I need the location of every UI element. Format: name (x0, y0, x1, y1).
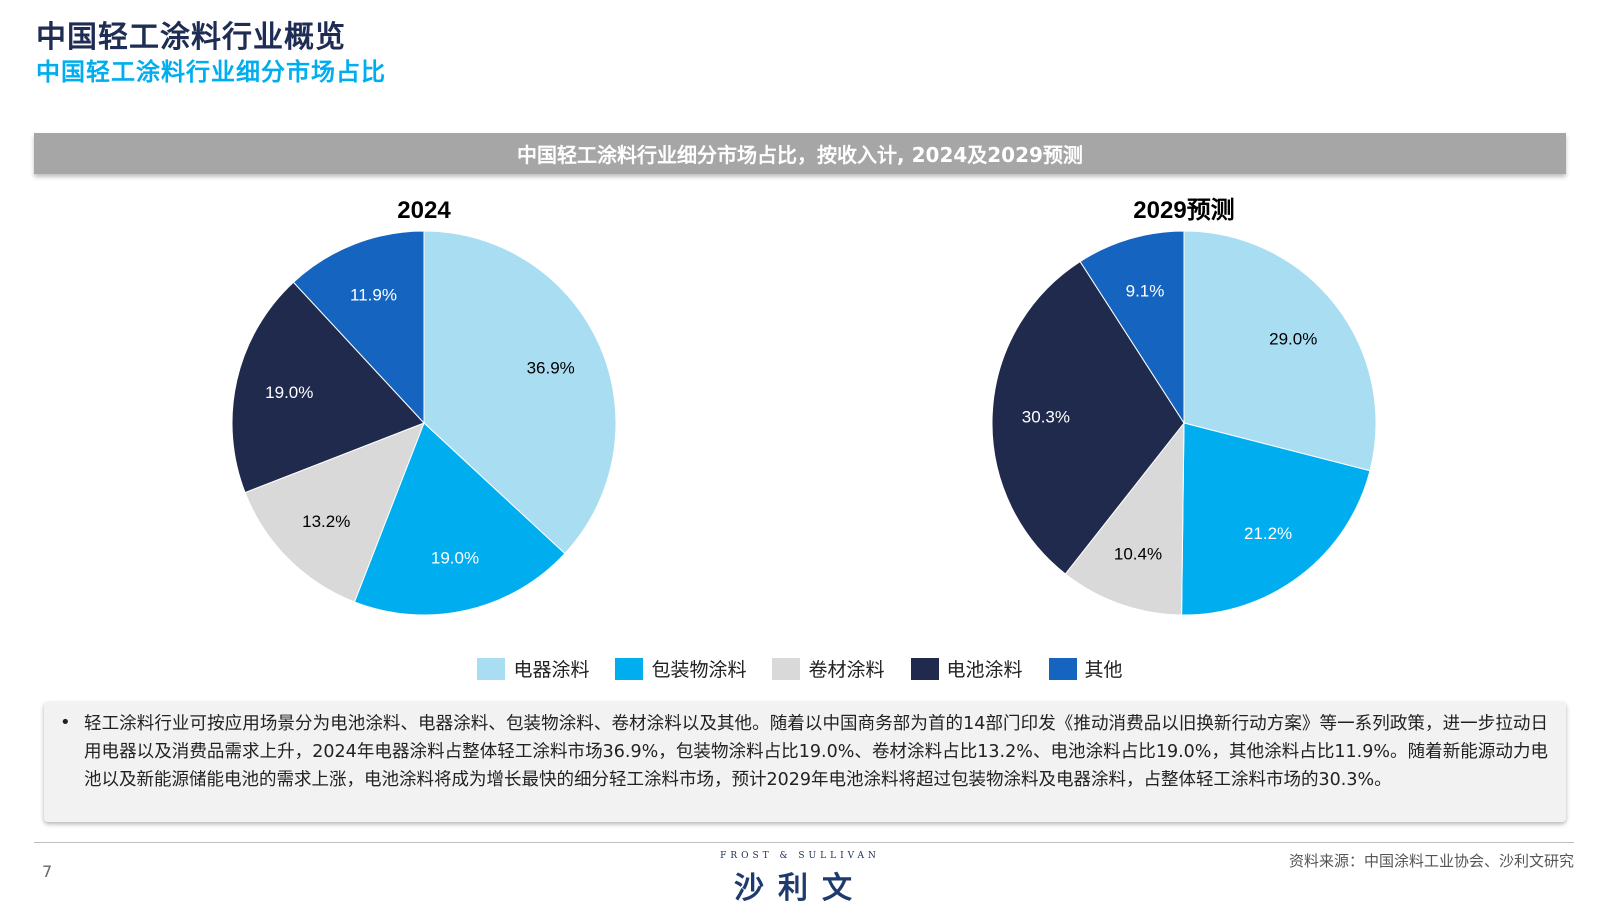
legend-item-battery: 电池涂料 (910, 655, 1023, 682)
pie-data-label: 29.0% (1269, 329, 1317, 348)
footer-divider (34, 842, 1574, 843)
pie-slice (244, 422, 425, 603)
pie-title: 2024 (397, 197, 451, 224)
pie-data-label: 9.1% (1126, 281, 1165, 300)
pie-slice (292, 230, 425, 425)
pie-slice (423, 230, 617, 555)
legend-item-appliance: 电器涂料 (477, 655, 589, 682)
pie-data-label: 19.0% (431, 549, 479, 568)
pie-slice (991, 260, 1185, 575)
source-note: 资料来源：中国涂料工业协会、沙利文研究 (1288, 852, 1574, 870)
pie-slice (1064, 421, 1185, 616)
summary-note: • 轻工涂料行业可按应用场景分为电池涂料、电器涂料、包装物涂料、卷材涂料以及其他… (44, 702, 1566, 822)
brand-logo-cn: 沙利文 (734, 871, 866, 906)
legend-item-coil: 卷材涂料 (772, 655, 885, 682)
pie-data-label: 13.2% (302, 512, 350, 531)
pie-slice (1183, 230, 1377, 472)
pie-data-label: 36.9% (527, 359, 575, 378)
pie-data-label: 21.2% (1244, 524, 1292, 543)
pie-data-label: 30.3% (1022, 407, 1070, 426)
legend-swatch (910, 657, 939, 680)
pie-slice (1079, 230, 1185, 425)
brand-logo-en: FROST & SULLIVAN (720, 851, 880, 861)
pie-data-label: 19.0% (265, 383, 313, 402)
pie-data-label: 11.9% (350, 285, 397, 304)
summary-text: 轻工涂料行业可按应用场景分为电池涂料、电器涂料、包装物涂料、卷材涂料以及其他。随… (84, 714, 1548, 790)
legend-label: 电器涂料 (513, 659, 590, 681)
chart-banner: 中国轻工涂料行业细分市场占比，按收入计, 2024及2029预测 (34, 133, 1566, 174)
legend-swatch (772, 657, 801, 680)
chart-legend: 电器涂料 包装物涂料 卷材涂料 电池涂料 其他 (0, 655, 1600, 682)
legend-label: 卷材涂料 (808, 659, 885, 681)
legend-label: 包装物涂料 (651, 659, 747, 681)
legend-item-packaging: 包装物涂料 (615, 655, 746, 682)
pie-data-label: 10.4% (1114, 544, 1162, 563)
legend-label: 其他 (1084, 659, 1123, 681)
legend-label: 电池涂料 (946, 659, 1023, 681)
page-title: 中国轻工涂料行业概览 (36, 20, 346, 55)
brand-logo: FROST & SULLIVAN 沙利文 (720, 851, 880, 907)
pie-slice (353, 422, 566, 616)
pie-slice (231, 281, 425, 494)
legend-item-other: 其他 (1048, 655, 1123, 682)
pie-slice (1181, 422, 1371, 616)
pie-title: 2029预测 (1133, 197, 1234, 224)
legend-swatch (1048, 657, 1077, 680)
chart-banner-text: 中国轻工涂料行业细分市场占比，按收入计, 2024及2029预测 (517, 143, 1083, 167)
bullet-icon: • (60, 712, 71, 733)
page-number: 7 (42, 862, 53, 881)
legend-swatch (477, 657, 506, 680)
page-subtitle: 中国轻工涂料行业细分市场占比 (36, 58, 386, 86)
legend-swatch (615, 657, 644, 680)
